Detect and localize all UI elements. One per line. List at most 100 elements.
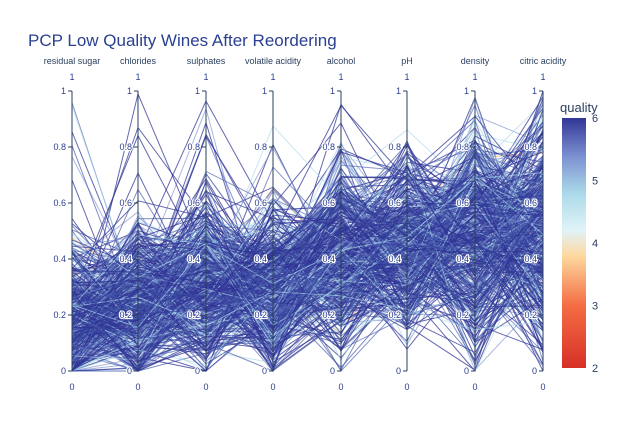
axis-tick-label: 0 [69,382,74,392]
data-line [71,157,544,350]
colorbar-scale [562,118,586,368]
axis-sulphates[interactable]: sulphates 00 0.2 0.4 0.6 0.8 11 [186,56,226,392]
data-line [71,203,544,363]
axis-label: alcohol [327,56,356,66]
data-line [71,196,544,346]
axis-tick-label: 0 [262,366,267,376]
axis-tick-label: 0.4 [254,254,267,264]
data-line [71,234,544,372]
colorbar-tick: 6 [592,113,598,125]
axis-residual-sugar[interactable]: residual sugar 00 0.2 0.4 0.6 0.8 11 [44,56,101,392]
data-line [71,214,544,332]
axis-tick-label: 0.6 [254,198,267,208]
data-line [71,182,544,334]
axis-tick-label: 1 [472,72,477,82]
axis-tick-label: 1 [270,72,275,82]
colorbar-tick: 4 [592,238,598,250]
data-line [71,244,544,334]
axes: residual sugar000.20.40.60.811chlorides0… [44,56,567,392]
data-line [71,136,544,334]
data-line [71,175,544,325]
axis-tick-label: 0.6 [388,198,401,208]
data-line [71,151,544,352]
data-line [71,179,544,350]
axis-density[interactable]: density 00 0.2 0.4 0.6 0.8 11 [455,56,490,392]
data-line [71,90,544,359]
axis-tick-label: 1 [338,72,343,82]
data-line [71,205,544,331]
axis-tick-label: 0 [404,382,409,392]
axis-tick-label: 1 [532,86,537,96]
data-line [71,226,544,311]
axis-label: volatile acidity [245,56,302,66]
axis-tick-label: 0.4 [53,254,66,264]
colorbar: quality 2 3 4 5 6 [560,100,598,375]
axis-citric-acidity[interactable]: citric acidity 00 0.2 0.4 0.6 0.8 11 [520,56,567,392]
axis-tick-label: 0 [203,382,208,392]
axis-tick-label: 0.4 [322,254,335,264]
axis-chlorides[interactable]: chlorides 00 0.2 0.4 0.6 0.8 11 [118,56,156,392]
data-line [71,212,544,372]
axis-tick-label: 0.8 [187,142,200,152]
axis-tick-label: 0 [135,382,140,392]
axis-tick-label: 1 [404,72,409,82]
axis-tick-label: 0.8 [388,142,401,152]
axis-tick-label: 0.2 [187,310,200,320]
axis-tick-label: 1 [127,86,132,96]
axis-tick-label: 0.6 [187,198,200,208]
axis-tick-label: 1 [464,86,469,96]
axis-tick-label: 1 [69,72,74,82]
axis-tick-label: 0 [330,366,335,376]
axis-tick-label: 0 [61,366,66,376]
axis-tick-label: 0.2 [456,310,469,320]
data-line [71,168,544,360]
axis-tick-label: 0 [195,366,200,376]
axis-tick-label: 1 [135,72,140,82]
axis-label: sulphates [187,56,226,66]
data-line [71,186,544,367]
axis-alcohol[interactable]: alcohol 00 0.2 0.4 0.6 0.8 11 [321,56,356,392]
data-line [71,196,544,317]
data-line [71,204,544,340]
data-line [71,103,544,348]
axis-tick-label: 0.6 [322,198,335,208]
axis-tick-label: 0.6 [456,198,469,208]
axis-tick-label: 1 [61,86,66,96]
colorbar-tick: 2 [592,363,598,375]
axis-tick-label: 0.8 [119,142,132,152]
data-line [71,145,544,333]
axis-tick-label: 0.2 [524,310,537,320]
data-line [71,180,544,347]
axis-volatile-acidity[interactable]: volatile acidity 00 0.2 0.4 0.6 0.8 11 [245,56,302,392]
axis-tick-label: 1 [330,86,335,96]
colorbar-tick: 5 [592,176,598,188]
data-line [71,246,544,337]
axis-tick-label: 0.6 [119,198,132,208]
data-line [71,149,544,355]
axis-tick-label: 0.8 [254,142,267,152]
axis-label: citric acidity [520,56,567,66]
data-line [71,210,544,321]
data-line [71,170,544,344]
axis-tick-label: 0 [472,382,477,392]
axis-pH[interactable]: pH 00 0.2 0.4 0.6 0.8 11 [387,56,413,392]
axis-label: residual sugar [44,56,101,66]
axis-tick-label: 0 [270,382,275,392]
data-line [71,104,544,363]
axis-tick-label: 0.4 [119,254,132,264]
data-line [71,173,544,372]
chart-title: PCP Low Quality Wines After Reordering [28,31,337,50]
axis-tick-label: 0 [540,382,545,392]
axis-label: density [461,56,490,66]
axis-tick-label: 0.6 [524,198,537,208]
data-line [71,180,544,373]
data-lines [71,90,544,373]
axis-tick-label: 1 [540,72,545,82]
data-line [71,194,544,368]
axis-tick-label: 0.4 [456,254,469,264]
axis-tick-label: 0 [532,366,537,376]
axis-tick-label: 0 [338,382,343,392]
axis-tick-label: 0 [127,366,132,376]
axis-tick-label: 1 [262,86,267,96]
axis-label: pH [401,56,413,66]
